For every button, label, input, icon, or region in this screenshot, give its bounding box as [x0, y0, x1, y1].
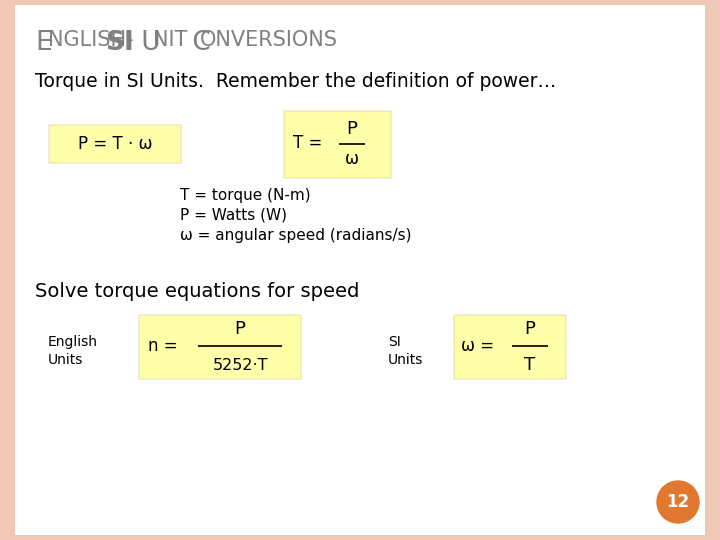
FancyBboxPatch shape: [705, 5, 720, 535]
FancyBboxPatch shape: [139, 315, 301, 379]
Text: n =: n =: [148, 337, 178, 355]
Text: NIT: NIT: [153, 30, 187, 50]
FancyBboxPatch shape: [284, 111, 391, 178]
Text: Torque in SI Units.  Remember the definition of power…: Torque in SI Units. Remember the definit…: [35, 72, 557, 91]
Text: Solve torque equations for speed: Solve torque equations for speed: [35, 282, 359, 301]
Text: U: U: [133, 30, 161, 56]
FancyBboxPatch shape: [15, 5, 705, 535]
Text: P = Watts (W): P = Watts (W): [180, 208, 287, 223]
Text: C: C: [184, 30, 211, 56]
Text: English
Units: English Units: [48, 335, 98, 367]
Text: NGLISH-: NGLISH-: [48, 30, 134, 50]
Text: SI
Units: SI Units: [388, 335, 423, 367]
Text: ω = angular speed (radians/s): ω = angular speed (radians/s): [180, 228, 412, 243]
FancyBboxPatch shape: [49, 125, 181, 163]
Text: ω: ω: [345, 151, 359, 168]
Text: T = torque (N-m): T = torque (N-m): [180, 188, 310, 203]
Text: P = T · ω: P = T · ω: [78, 135, 152, 153]
FancyBboxPatch shape: [454, 315, 566, 379]
Text: 12: 12: [667, 493, 690, 511]
Text: 5252·T: 5252·T: [212, 357, 268, 373]
Text: P: P: [346, 119, 357, 138]
Text: T =: T =: [293, 134, 323, 152]
Text: E: E: [35, 30, 52, 56]
Text: T: T: [524, 356, 536, 374]
Text: P: P: [235, 320, 246, 338]
Text: P: P: [525, 320, 536, 338]
Text: ω =: ω =: [461, 337, 494, 355]
Text: ONVERSIONS: ONVERSIONS: [200, 30, 338, 50]
Text: SI: SI: [105, 30, 134, 56]
Circle shape: [657, 481, 699, 523]
